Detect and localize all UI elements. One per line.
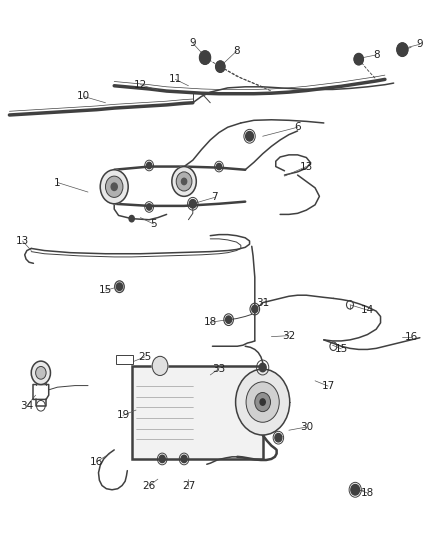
Circle shape [100,169,128,204]
Circle shape [181,455,187,463]
Text: 32: 32 [282,330,296,341]
FancyBboxPatch shape [116,355,134,365]
Text: 18: 18 [361,488,374,498]
Circle shape [260,399,265,405]
Circle shape [255,392,271,411]
Text: 9: 9 [190,38,196,48]
Text: 18: 18 [204,317,217,327]
Text: 27: 27 [182,481,195,490]
Circle shape [259,364,266,372]
Text: 14: 14 [361,305,374,315]
Circle shape [176,172,192,191]
Text: 16: 16 [90,457,103,466]
Text: 13: 13 [16,236,29,246]
Circle shape [111,183,117,190]
Circle shape [176,172,192,191]
Circle shape [115,281,124,293]
Circle shape [35,367,46,379]
Circle shape [129,215,134,222]
Circle shape [31,361,50,384]
Circle shape [106,176,123,197]
Text: 16: 16 [404,332,418,342]
Circle shape [115,281,124,293]
FancyBboxPatch shape [132,366,263,459]
Text: 6: 6 [294,122,301,132]
Circle shape [246,132,254,141]
Circle shape [159,455,165,463]
Circle shape [152,357,168,375]
Text: 5: 5 [150,219,157,229]
Text: 33: 33 [212,364,226,374]
Circle shape [246,382,279,422]
Circle shape [152,357,168,375]
Text: 30: 30 [300,422,313,432]
Text: 17: 17 [321,381,335,391]
Text: 7: 7 [211,192,218,203]
Text: 13: 13 [300,161,313,172]
Text: 11: 11 [169,75,182,84]
Circle shape [216,61,225,72]
Circle shape [147,163,152,168]
Circle shape [117,283,123,290]
Circle shape [106,176,123,197]
Text: 12: 12 [134,80,147,90]
Circle shape [351,484,360,495]
Text: 25: 25 [138,352,152,362]
Circle shape [275,433,282,442]
Text: 34: 34 [20,401,34,411]
Circle shape [200,51,210,64]
Text: 15: 15 [335,344,348,354]
Text: 1: 1 [54,177,61,188]
Text: 15: 15 [99,286,112,295]
Circle shape [181,178,187,184]
Circle shape [172,166,196,196]
Circle shape [189,199,196,208]
Circle shape [31,361,50,384]
Circle shape [216,164,222,169]
Circle shape [35,367,46,379]
Text: 26: 26 [142,481,156,490]
Circle shape [236,369,290,435]
Circle shape [397,43,408,56]
Circle shape [100,169,128,204]
Text: 8: 8 [373,50,379,60]
Circle shape [172,166,196,196]
Text: 8: 8 [233,46,240,56]
Text: 19: 19 [117,410,130,421]
Circle shape [252,305,258,313]
Text: 31: 31 [256,297,269,308]
Circle shape [147,204,152,210]
Circle shape [226,316,232,324]
Circle shape [354,54,363,64]
Text: 10: 10 [77,91,90,101]
Text: 9: 9 [417,39,423,49]
